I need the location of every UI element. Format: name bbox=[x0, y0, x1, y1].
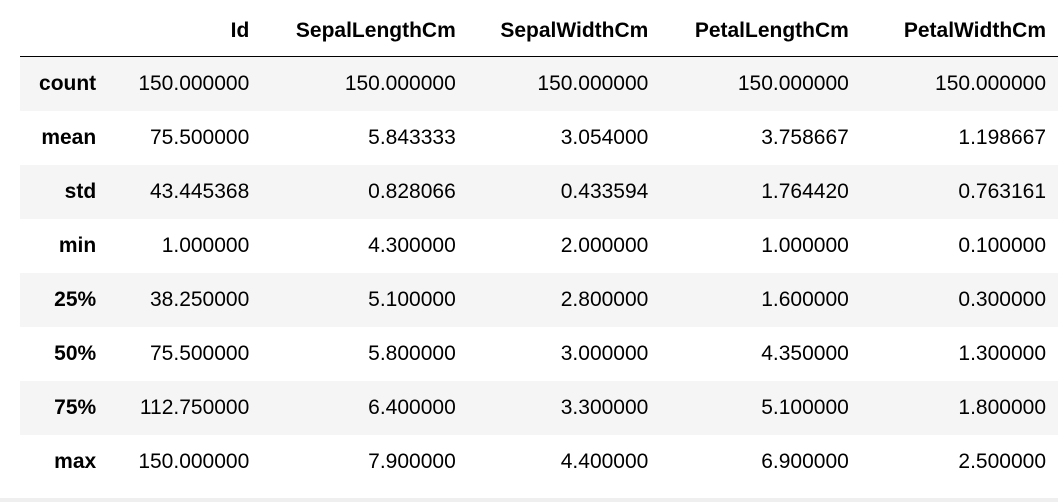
table-row: max 150.000000 7.900000 4.400000 6.90000… bbox=[20, 435, 1058, 489]
table-cell: 3.000000 bbox=[560, 342, 649, 365]
header-row: Id SepalLengthCm SepalWidthCm PetalLengt… bbox=[20, 6, 1058, 57]
table-cell: 150.000000 bbox=[737, 72, 849, 95]
table-cell: 1.000000 bbox=[761, 234, 849, 257]
table-cell: 2.800000 bbox=[560, 288, 649, 311]
table-row: 75% 112.750000 6.400000 3.300000 5.10000… bbox=[20, 381, 1058, 435]
column-header-petal-length: PetalLengthCm bbox=[660, 6, 861, 57]
output-bottom-divider bbox=[0, 498, 1058, 502]
table-cell: 2.500000 bbox=[958, 450, 1046, 473]
table-row: 25% 38.250000 5.100000 2.800000 1.600000… bbox=[20, 273, 1058, 327]
table-cell: 112.750000 bbox=[139, 396, 250, 419]
table-cell: 1.000000 bbox=[161, 234, 250, 257]
row-label: 75% bbox=[54, 396, 97, 419]
column-header-sepal-length: SepalLengthCm bbox=[261, 6, 468, 57]
table-header: Id SepalLengthCm SepalWidthCm PetalLengt… bbox=[20, 6, 1058, 57]
table-cell: 5.100000 bbox=[761, 396, 849, 419]
table-cell: 4.400000 bbox=[560, 450, 649, 473]
table-cell: 3.758667 bbox=[761, 126, 849, 149]
table-row: std 43.445368 0.828066 0.433594 1.764420… bbox=[20, 165, 1058, 219]
table-cell: 1.800000 bbox=[958, 396, 1046, 419]
describe-table: Id SepalLengthCm SepalWidthCm PetalLengt… bbox=[20, 6, 1058, 489]
table-cell: 43.445368 bbox=[150, 180, 250, 203]
table-cell: 1.764420 bbox=[761, 180, 849, 203]
table-cell: 0.300000 bbox=[958, 288, 1046, 311]
table-cell: 150.000000 bbox=[344, 72, 456, 95]
table-cell: 75.500000 bbox=[150, 126, 250, 149]
table-row: min 1.000000 4.300000 2.000000 1.000000 … bbox=[20, 219, 1058, 273]
table-cell: 150.000000 bbox=[138, 72, 250, 95]
table-cell: 38.250000 bbox=[150, 288, 250, 311]
table-cell: 5.100000 bbox=[368, 288, 456, 311]
table-cell: 1.300000 bbox=[958, 342, 1046, 365]
table-cell: 75.500000 bbox=[150, 342, 250, 365]
table-cell: 3.054000 bbox=[560, 126, 649, 149]
table-row: mean 75.500000 5.843333 3.054000 3.75866… bbox=[20, 111, 1058, 165]
table-cell: 150.000000 bbox=[935, 72, 1046, 95]
row-label: mean bbox=[41, 126, 97, 149]
table-cell: 5.800000 bbox=[368, 342, 456, 365]
table-cell: 150.000000 bbox=[537, 72, 649, 95]
table-cell: 2.000000 bbox=[560, 234, 649, 257]
table-cell: 1.600000 bbox=[761, 288, 849, 311]
index-header-cell bbox=[20, 6, 119, 57]
row-label: 25% bbox=[54, 288, 97, 311]
row-label: 50% bbox=[54, 342, 97, 365]
table-cell: 1.198667 bbox=[958, 126, 1046, 149]
table-cell: 3.300000 bbox=[560, 396, 649, 419]
table-cell: 7.900000 bbox=[368, 450, 456, 473]
table-cell: 6.900000 bbox=[761, 450, 849, 473]
table-cell: 0.100000 bbox=[958, 234, 1046, 257]
table-cell: 150.000000 bbox=[138, 450, 250, 473]
row-label: max bbox=[54, 450, 97, 473]
row-label: std bbox=[64, 180, 97, 203]
table-cell: 6.400000 bbox=[368, 396, 456, 419]
table-cell: 0.763161 bbox=[958, 180, 1046, 203]
row-label: count bbox=[39, 72, 97, 95]
table-cell: 0.828066 bbox=[368, 180, 456, 203]
table-row: 50% 75.500000 5.800000 3.000000 4.350000… bbox=[20, 327, 1058, 381]
column-header-petal-width: PetalWidthCm bbox=[860, 6, 1058, 57]
table-body: count 150.000000 150.000000 150.000000 1… bbox=[20, 56, 1058, 489]
row-label: min bbox=[58, 234, 97, 257]
table-cell: 4.300000 bbox=[368, 234, 456, 257]
table-cell: 4.350000 bbox=[761, 342, 849, 365]
column-header-sepal-width: SepalWidthCm bbox=[467, 6, 661, 57]
table-row: count 150.000000 150.000000 150.000000 1… bbox=[20, 56, 1058, 111]
table-cell: 5.843333 bbox=[368, 126, 456, 149]
table-cell: 0.433594 bbox=[560, 180, 649, 203]
column-header-id: Id bbox=[118, 6, 262, 57]
